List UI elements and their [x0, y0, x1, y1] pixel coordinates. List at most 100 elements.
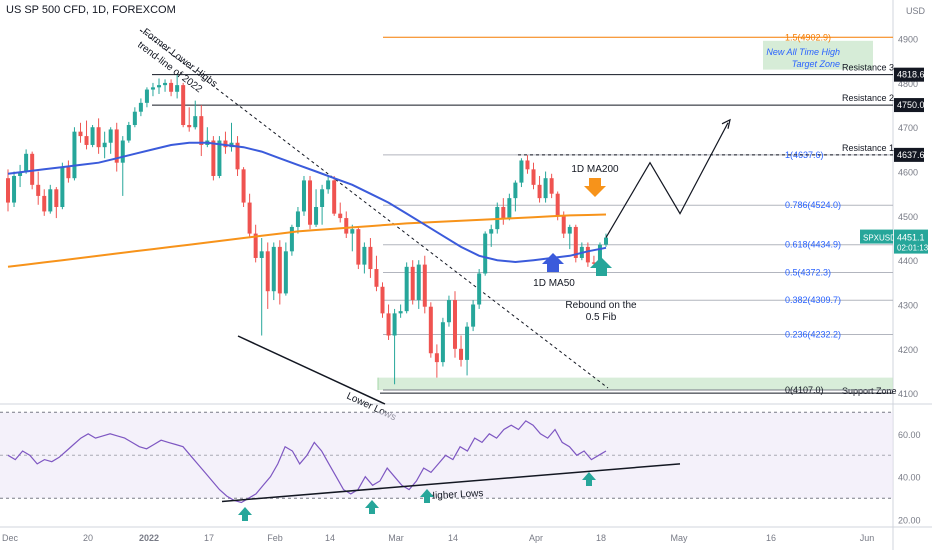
chart-title: US SP 500 CFD, 1D, FOREXCOM: [6, 4, 176, 16]
candle-body: [72, 131, 77, 179]
candle-body: [465, 326, 470, 360]
higher-low-arrow: [420, 489, 434, 503]
candle-body: [404, 266, 409, 312]
candle-body: [368, 246, 373, 270]
higher-low-arrow: [582, 472, 596, 486]
rsi-tick-label: 40.00: [898, 473, 921, 483]
fib-label: 0.5(4372.3): [785, 267, 831, 277]
candle-body: [169, 82, 174, 92]
rebound-arrow: [590, 257, 612, 276]
candle-body: [489, 229, 494, 234]
rsi-line: [7, 420, 607, 504]
candle-body: [314, 207, 319, 225]
candle-body: [501, 207, 506, 219]
candle-body: [398, 311, 403, 314]
candle-body: [519, 160, 524, 183]
symbol-tag: SPXUSD: [863, 234, 896, 243]
price-tick-label: 4800: [898, 79, 918, 89]
candle-body: [90, 127, 95, 145]
lower-lows-line: [237, 335, 386, 405]
fib-label: 0.618(4434.9): [785, 240, 841, 250]
fib-label: 1(4637.6): [785, 150, 824, 160]
candle-body: [283, 251, 288, 294]
candle-body: [96, 127, 101, 148]
candle-body: [434, 353, 439, 363]
support-label: Support Zone: [842, 386, 897, 396]
time-tick-label: Apr: [529, 533, 543, 543]
time-tick-label: 20: [83, 533, 93, 543]
rebound-label-2: 0.5 Fib: [586, 312, 617, 323]
rsi-tick-label: 20.00: [898, 516, 921, 526]
candle-body: [362, 246, 367, 265]
target-zone-label-1: New All Time High: [766, 47, 840, 57]
candle-body: [374, 269, 379, 287]
higher-low-arrow: [365, 500, 379, 514]
candle-body: [507, 198, 512, 219]
candle-body: [259, 251, 264, 258]
candle-body: [199, 116, 204, 145]
candle-body: [150, 87, 155, 90]
candle-body: [573, 226, 578, 258]
time-tick-label: 14: [325, 533, 335, 543]
candle-body: [289, 226, 294, 252]
candle-body: [84, 136, 89, 145]
time-tick-label: 17: [204, 533, 214, 543]
candle-body: [277, 246, 282, 294]
higher-lows-label: Higher Lows: [428, 488, 484, 502]
candle-body: [525, 160, 530, 170]
target-zone-label-2: Target Zone: [792, 59, 840, 69]
time-tick-label: 16: [766, 533, 776, 543]
ma50-line: [7, 141, 607, 264]
candle-body: [54, 189, 59, 207]
candle-body: [102, 142, 107, 148]
candle-body: [380, 286, 385, 314]
candle-body: [459, 348, 464, 360]
candle-body: [386, 313, 391, 336]
resistance-label: Resistance 1: [842, 143, 894, 153]
projection-path: [605, 122, 729, 238]
candle-body: [132, 111, 137, 126]
candle-body: [78, 131, 83, 137]
candle-body: [549, 178, 554, 194]
candle-body: [452, 300, 457, 349]
candle-body: [48, 189, 53, 212]
candle-body: [193, 116, 198, 128]
candle-body: [555, 193, 560, 216]
candle-body: [30, 153, 35, 185]
candle-body: [12, 175, 17, 203]
candle-body: [42, 195, 47, 212]
candle-body: [344, 218, 349, 234]
ma200-line: [7, 213, 607, 268]
candle-body: [531, 169, 536, 185]
candle-body: [301, 180, 306, 212]
resistance-label: Resistance 2: [842, 93, 894, 103]
candle-body: [440, 322, 445, 363]
candle-body: [410, 266, 415, 301]
ma50-arrow: [542, 253, 564, 272]
resistance-tag-bg: [894, 98, 924, 113]
candle-body: [392, 313, 397, 336]
price-tick-label: 4100: [898, 389, 918, 399]
price-tick-label: 4700: [898, 123, 918, 133]
time-tick-label: Feb: [267, 533, 283, 543]
fib-label: 0.236(4232.2): [785, 330, 841, 340]
candle-body: [471, 304, 476, 327]
candle-body: [211, 140, 216, 176]
candle-body: [36, 184, 41, 196]
candle-body: [591, 262, 596, 264]
resistance-label: Resistance 3: [842, 63, 894, 73]
resistance-tag: 4818.6: [897, 70, 925, 80]
fib-label: 0.786(4524.0): [785, 200, 841, 210]
candle-body: [585, 246, 590, 263]
candle-body: [308, 180, 313, 225]
time-tick-label: 14: [448, 533, 458, 543]
price-tick-label: 4500: [898, 212, 918, 222]
candle-body: [217, 140, 222, 176]
candle-body: [66, 167, 71, 179]
candle-body: [187, 125, 192, 128]
candle-body: [561, 215, 566, 234]
candle-body: [332, 180, 337, 214]
candle-body: [6, 178, 10, 203]
resistance-tag: 4750.0: [897, 100, 925, 110]
